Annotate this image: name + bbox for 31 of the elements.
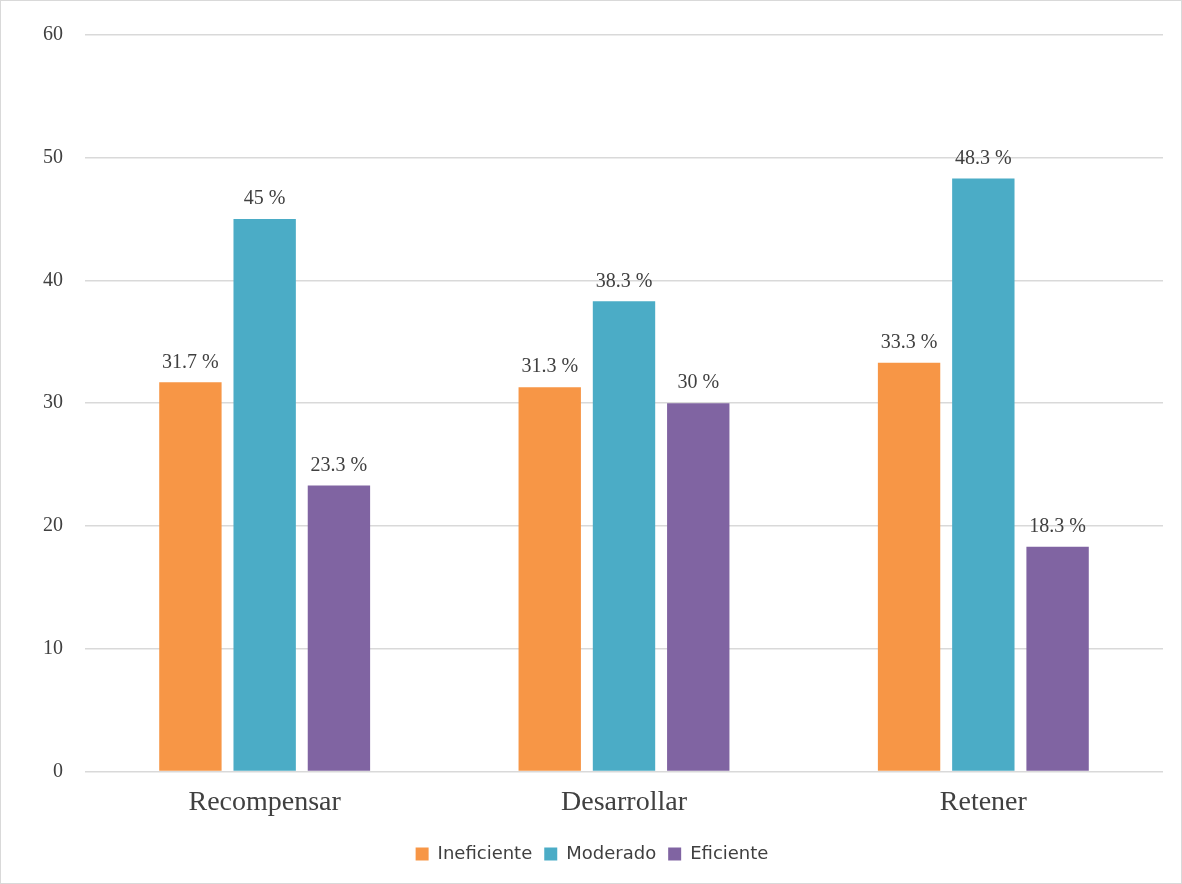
bar	[159, 382, 222, 771]
bar	[592, 301, 656, 771]
bar	[877, 362, 941, 771]
data-label: 31.7 %	[162, 349, 219, 372]
x-tick-label: Retener	[939, 784, 1028, 816]
bar	[233, 219, 296, 771]
data-label: 31.3 %	[521, 354, 579, 377]
y-tick-label: 30	[43, 390, 63, 413]
x-tick-label: Desarrollar	[561, 784, 688, 816]
x-tick-label: Recompensar	[188, 784, 342, 816]
data-label: 48.3 %	[955, 145, 1012, 168]
bar	[1026, 546, 1089, 771]
y-tick-label: 50	[43, 144, 63, 167]
y-tick-label: 20	[43, 513, 63, 536]
bar	[307, 485, 371, 771]
y-tick-label: 40	[43, 267, 63, 290]
y-tick-label: 60	[43, 22, 63, 45]
legend-label: Eficiente	[690, 841, 769, 863]
y-tick-label: 10	[43, 635, 63, 658]
data-label: 38.3 %	[595, 268, 653, 291]
legend-label: Moderado	[566, 841, 657, 863]
legend-label: Ineficiente	[437, 841, 533, 863]
data-label: 18.3 %	[1029, 514, 1086, 537]
data-label: 33.3 %	[880, 329, 938, 352]
y-tick-label: 0	[53, 758, 63, 781]
data-label: 23.3 %	[310, 452, 368, 475]
bar	[952, 178, 1015, 771]
bar	[518, 387, 581, 771]
data-label: 30 %	[677, 370, 720, 393]
data-label: 45 %	[243, 186, 286, 209]
bar	[667, 403, 730, 771]
